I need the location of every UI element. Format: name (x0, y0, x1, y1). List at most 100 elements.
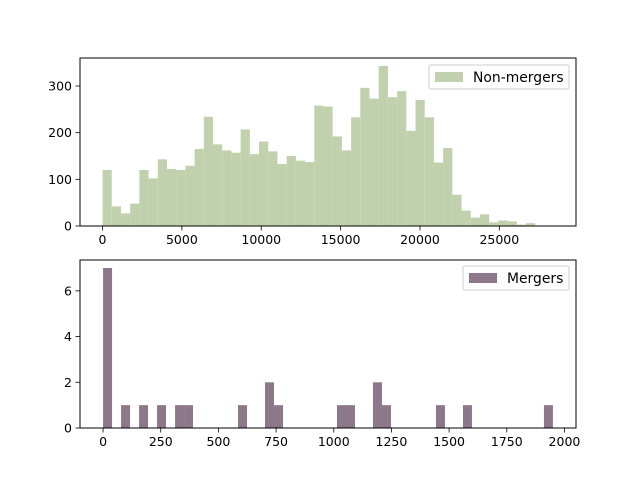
legend-swatch (469, 273, 497, 283)
histogram-bar (121, 405, 131, 428)
x-tick-label: 2000 (549, 434, 581, 449)
x-tick-label: 500 (206, 434, 230, 449)
histogram-bar (489, 222, 499, 226)
y-tick-label: 200 (48, 125, 72, 140)
x-tick-label: 20000 (400, 232, 440, 247)
histogram-bar (424, 117, 434, 226)
x-tick-label: 750 (264, 434, 288, 449)
histogram-bar (277, 163, 287, 226)
legend-box (428, 64, 570, 90)
non-mergers-bars (102, 65, 554, 226)
mergers-bars (103, 268, 553, 428)
mergers-axes-frame (79, 259, 577, 429)
histogram-bar (175, 405, 185, 428)
histogram-bar (435, 405, 445, 428)
non-mergers-y-ticks: 0 100 200 300 (48, 79, 80, 234)
histogram-bar (194, 149, 204, 226)
histogram-bar (387, 97, 398, 226)
histogram-bar (341, 150, 352, 226)
histogram-bar (543, 405, 553, 428)
non-mergers-histogram: 0 5000 10000 15000 20000 25000 0 100 200 300 Non… (48, 57, 577, 247)
histogram-bar (452, 194, 462, 226)
histogram-bar (397, 91, 407, 226)
histogram-bar (433, 162, 444, 226)
histogram-bar (351, 117, 361, 226)
x-tick-label: 1000 (318, 434, 350, 449)
y-tick-label: 0 (64, 219, 72, 234)
mergers-x-ticks: 0 250 500 750 1000 1250 1500 1750 2000 (99, 428, 580, 449)
histogram-bar (479, 214, 490, 226)
histogram-bar (166, 169, 177, 226)
histogram-bar (323, 106, 333, 226)
histogram-bar (203, 116, 214, 226)
legend-label-non-mergers: Non-mergers (473, 70, 564, 86)
histogram-bar (345, 405, 355, 428)
histogram-bar (139, 170, 149, 226)
histogram-bar (360, 87, 370, 226)
y-tick-label: 0 (64, 421, 72, 436)
y-tick-label: 100 (48, 172, 72, 187)
histogram-bar (249, 154, 260, 226)
y-tick-label: 4 (64, 329, 72, 344)
mergers-histogram: 0 250 500 750 1000 1250 1500 1750 2000 0 2 4 6 Merg… (64, 259, 580, 449)
mergers-legend: Mergers (462, 265, 570, 291)
histogram-bar (462, 405, 472, 428)
histogram-bar (415, 100, 425, 226)
histogram-bar (372, 382, 382, 428)
histogram-bar (111, 206, 121, 226)
legend-swatch (435, 72, 463, 82)
y-tick-label: 300 (48, 79, 72, 94)
y-tick-label: 2 (64, 375, 72, 390)
histogram-bar (231, 152, 241, 226)
histogram-bar (498, 220, 508, 226)
histogram-bar (148, 178, 158, 226)
x-tick-label: 0 (99, 232, 107, 247)
y-tick-label: 6 (64, 283, 72, 298)
x-tick-label: 1500 (433, 434, 465, 449)
histogram-bar (176, 170, 186, 226)
histogram-bar (369, 98, 379, 226)
histogram-bar (461, 210, 471, 226)
legend-box (462, 265, 570, 291)
x-tick-label: 1750 (491, 434, 523, 449)
histogram-bar (378, 65, 388, 226)
histogram-bar (240, 129, 250, 226)
histogram-bar (213, 144, 223, 226)
x-tick-label: 0 (99, 434, 107, 449)
histogram-bar (332, 136, 342, 226)
histogram-bar (305, 162, 315, 226)
histogram-bar (222, 150, 232, 226)
histogram-bar (314, 105, 324, 226)
histogram-bar (286, 156, 296, 226)
non-mergers-x-ticks: 0 5000 10000 15000 20000 25000 (99, 226, 519, 247)
x-tick-label: 1250 (376, 434, 408, 449)
histogram-bar (265, 382, 275, 428)
histogram-bar (139, 405, 149, 428)
histogram-bar (381, 405, 391, 428)
histogram-bar (103, 268, 113, 428)
mergers-y-ticks: 0 2 4 6 (64, 283, 80, 436)
non-mergers-legend: Non-mergers (428, 64, 570, 90)
histogram-bar (185, 165, 195, 226)
histogram-bar (507, 221, 517, 226)
histogram-bar (336, 405, 346, 428)
x-tick-label: 250 (149, 434, 173, 449)
histogram-bar (526, 223, 536, 226)
histogram-bar (157, 405, 167, 428)
histogram-bar (130, 203, 140, 226)
histogram-bar (443, 148, 453, 226)
histogram-bar (238, 405, 248, 428)
histogram-bar (470, 217, 480, 226)
histogram-bar (259, 141, 269, 226)
histogram-bar (406, 130, 416, 226)
x-tick-label: 5000 (166, 232, 198, 247)
histogram-bar (268, 151, 278, 226)
x-tick-label: 15000 (321, 232, 361, 247)
histogram-bar (120, 213, 131, 226)
histogram-bar (516, 224, 527, 226)
x-tick-label: 25000 (479, 232, 519, 247)
histogram-bar (274, 405, 284, 428)
non-mergers-axes-frame (79, 57, 577, 227)
histogram-bar (295, 160, 306, 226)
